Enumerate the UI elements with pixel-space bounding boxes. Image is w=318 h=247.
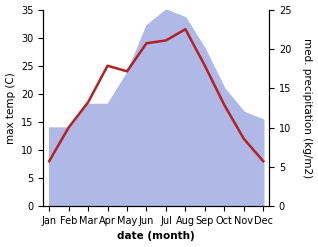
Y-axis label: med. precipitation (kg/m2): med. precipitation (kg/m2) bbox=[302, 38, 313, 178]
Y-axis label: max temp (C): max temp (C) bbox=[5, 72, 16, 144]
X-axis label: date (month): date (month) bbox=[117, 231, 195, 242]
